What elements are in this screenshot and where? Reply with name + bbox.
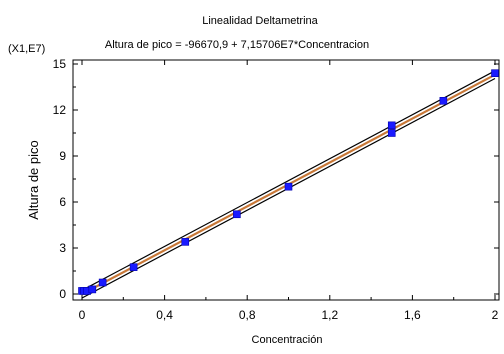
data-point [129, 263, 138, 271]
data-point [98, 278, 107, 287]
x-tick-label: 1,6 [404, 308, 421, 322]
chart-subtitle: Altura de pico = -96670,9 + 7,15706E7*Co… [105, 39, 369, 51]
data-point [284, 182, 293, 191]
y-tick-label: 15 [53, 57, 67, 71]
y-tick-label: 0 [59, 287, 66, 301]
data-point [88, 285, 97, 294]
x-tick-label: 1,2 [321, 308, 338, 322]
chart-title: Linealidad Deltametrina [202, 15, 318, 27]
x-tick-label: 0,8 [239, 308, 256, 322]
data-point [233, 210, 241, 219]
y-multiplier-label: (X1,E7) [8, 43, 45, 55]
data-point [181, 238, 190, 246]
data-point [387, 129, 396, 137]
plot-frame [72, 59, 500, 301]
x-axis-title: Concentración [252, 334, 323, 346]
x-tick-label: 0 [79, 308, 86, 322]
x-tick-label: 0,4 [156, 308, 173, 322]
data-point [439, 97, 448, 105]
confidence-band-line [81, 70, 496, 291]
plot-area: 0 0,4 0,8 1,2 1,6 2 0 3 6 9 12 15 [53, 57, 500, 322]
data-point [387, 121, 396, 130]
y-tick-label: 3 [59, 241, 66, 255]
y-tick-label: 12 [53, 103, 67, 117]
y-tick-label: 9 [59, 149, 66, 163]
data-point [491, 69, 499, 77]
y-axis-title: Altura de pico [26, 140, 41, 220]
x-tick-label: 2 [492, 308, 499, 322]
y-tick-label: 6 [59, 195, 66, 209]
